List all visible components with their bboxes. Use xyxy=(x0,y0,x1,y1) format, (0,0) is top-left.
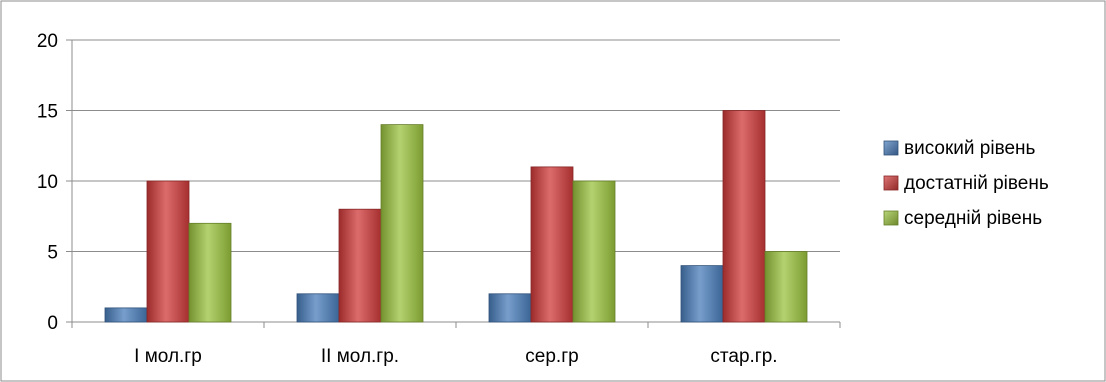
bar xyxy=(488,293,532,323)
bar xyxy=(680,265,724,323)
legend: високий рівень достатній рівень середній р… xyxy=(883,138,1049,229)
y-tick-label: 0 xyxy=(47,313,58,334)
bar xyxy=(572,180,616,323)
y-tick-label: 20 xyxy=(37,31,58,52)
x-tick-label: ІІ мол.гр. xyxy=(321,346,399,367)
bar xyxy=(146,180,190,323)
x-tick-label: І мол.гр xyxy=(134,346,202,367)
bar xyxy=(188,222,232,323)
bar xyxy=(530,166,574,323)
y-tick-label: 15 xyxy=(37,102,58,123)
legend-swatch xyxy=(883,210,899,226)
legend-label: достатній рівень xyxy=(904,173,1049,194)
x-tick-label: сер.гр xyxy=(525,346,578,367)
bar xyxy=(296,293,340,323)
bar xyxy=(764,251,808,323)
legend-label: середній рівень xyxy=(904,208,1042,229)
bar xyxy=(722,110,766,323)
x-tick-labels: І мол.гр ІІ мол.гр. сер.гр стар.гр. xyxy=(134,346,777,367)
x-tick-label: стар.гр. xyxy=(710,346,777,367)
legend-swatch xyxy=(883,140,899,156)
y-tick-label: 10 xyxy=(37,172,58,193)
bars xyxy=(104,110,808,323)
bar xyxy=(380,124,424,323)
y-tick-labels: 0 5 10 15 20 xyxy=(37,31,58,334)
bar xyxy=(104,307,148,323)
y-tick-label: 5 xyxy=(47,243,58,264)
bar xyxy=(338,208,382,323)
legend-swatch xyxy=(883,175,899,191)
legend-label: високий рівень xyxy=(904,138,1036,159)
